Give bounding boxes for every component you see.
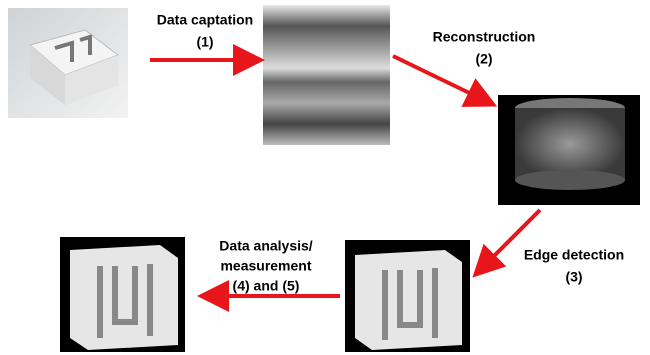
reconstruction-image bbox=[498, 95, 640, 205]
step-number: (2) bbox=[475, 51, 492, 67]
analysis-image bbox=[60, 237, 185, 352]
step-label: Data captation bbox=[157, 12, 253, 28]
step-label: Edge detection bbox=[524, 247, 624, 263]
step-number: (3) bbox=[565, 269, 582, 285]
photo-object bbox=[8, 8, 128, 118]
step-number: (1) bbox=[196, 34, 213, 50]
step-label: measurement bbox=[220, 258, 311, 274]
diagram: Data captation (1) Reconstruction (2) Ed… bbox=[0, 0, 650, 355]
step-number: (4) and (5) bbox=[233, 278, 300, 294]
edge-image bbox=[345, 240, 470, 352]
step-label: Reconstruction bbox=[433, 29, 536, 45]
step-label: Data analysis/ bbox=[219, 238, 312, 254]
projection-image bbox=[263, 5, 390, 145]
